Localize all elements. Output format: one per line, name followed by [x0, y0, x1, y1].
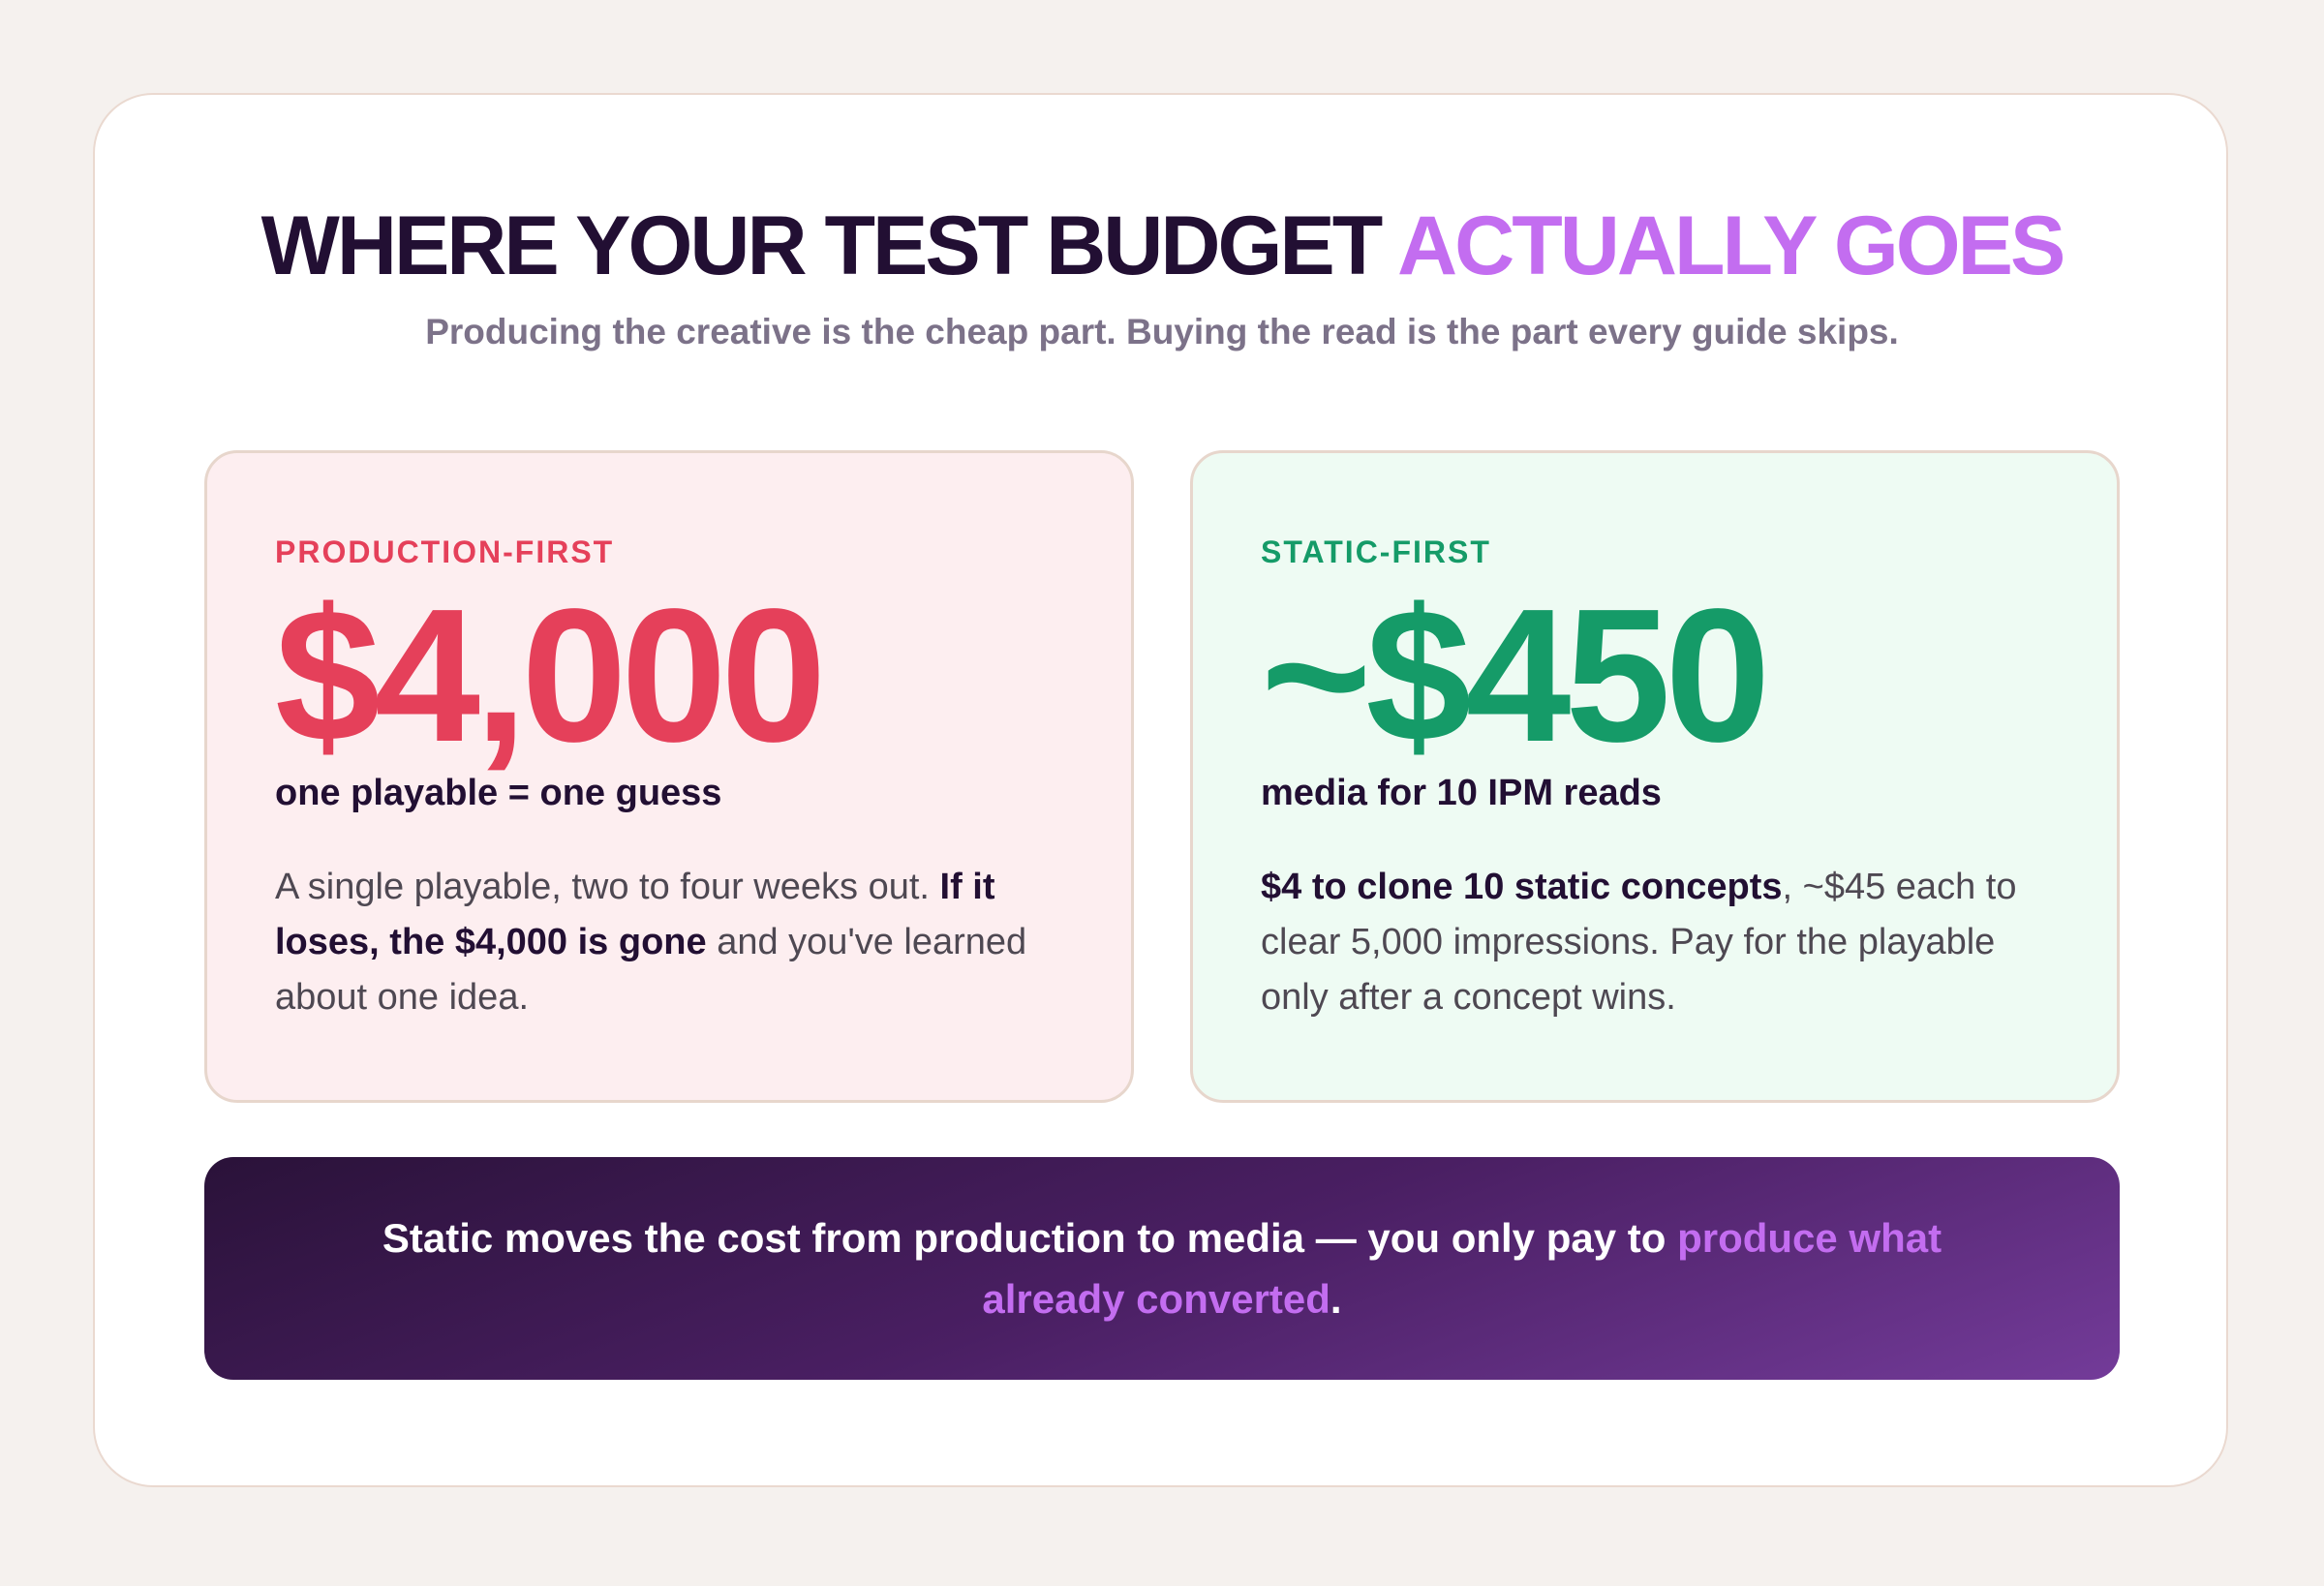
title: WHERE YOUR TEST BUDGET ACTUALLY GOES: [0, 198, 2324, 294]
card-label: PRODUCTION-FIRST: [275, 534, 615, 569]
card-caption: media for 10 IPM reads: [1261, 773, 1662, 813]
body-bold: $4 to clone 10 static concepts: [1261, 867, 1783, 907]
body-text: A single playable, two to four weeks out…: [275, 867, 940, 907]
banner-text: Static moves the cost from production to…: [321, 1207, 2003, 1329]
card-body: $4 to clone 10 static concepts, ~$45 eac…: [1261, 860, 2049, 1025]
banner-end: .: [1330, 1276, 1342, 1322]
banner-highlight: produce what already converted: [982, 1215, 1942, 1322]
body-bold: If it loses, the $4,000 is gone: [275, 867, 995, 962]
static-card: STATIC-FIRST ~$450 media for 10 IPM read…: [1190, 450, 2120, 1103]
banner-main: Static moves the cost from production to…: [382, 1215, 1678, 1261]
card-caption: one playable = one guess: [275, 773, 722, 813]
subtitle: Producing the creative is the cheap part…: [425, 312, 1899, 351]
production-card: PRODUCTION-FIRST $4,000 one playable = o…: [204, 450, 1134, 1103]
card-body: A single playable, two to four weeks out…: [275, 860, 1063, 1025]
banner: Static moves the cost from production to…: [204, 1157, 2120, 1380]
title-accent: ACTUALLY GOES: [1396, 199, 2065, 292]
card-label: STATIC-FIRST: [1261, 534, 1491, 569]
card-amount: ~$450: [1261, 569, 1770, 781]
body-text: , ~$45 each to clear 5,000 impressions. …: [1261, 867, 2017, 1018]
body-text: and you've learned about one idea.: [275, 922, 1027, 1018]
card-amount: $4,000: [275, 569, 826, 781]
title-main: WHERE YOUR TEST BUDGET: [260, 199, 1384, 292]
